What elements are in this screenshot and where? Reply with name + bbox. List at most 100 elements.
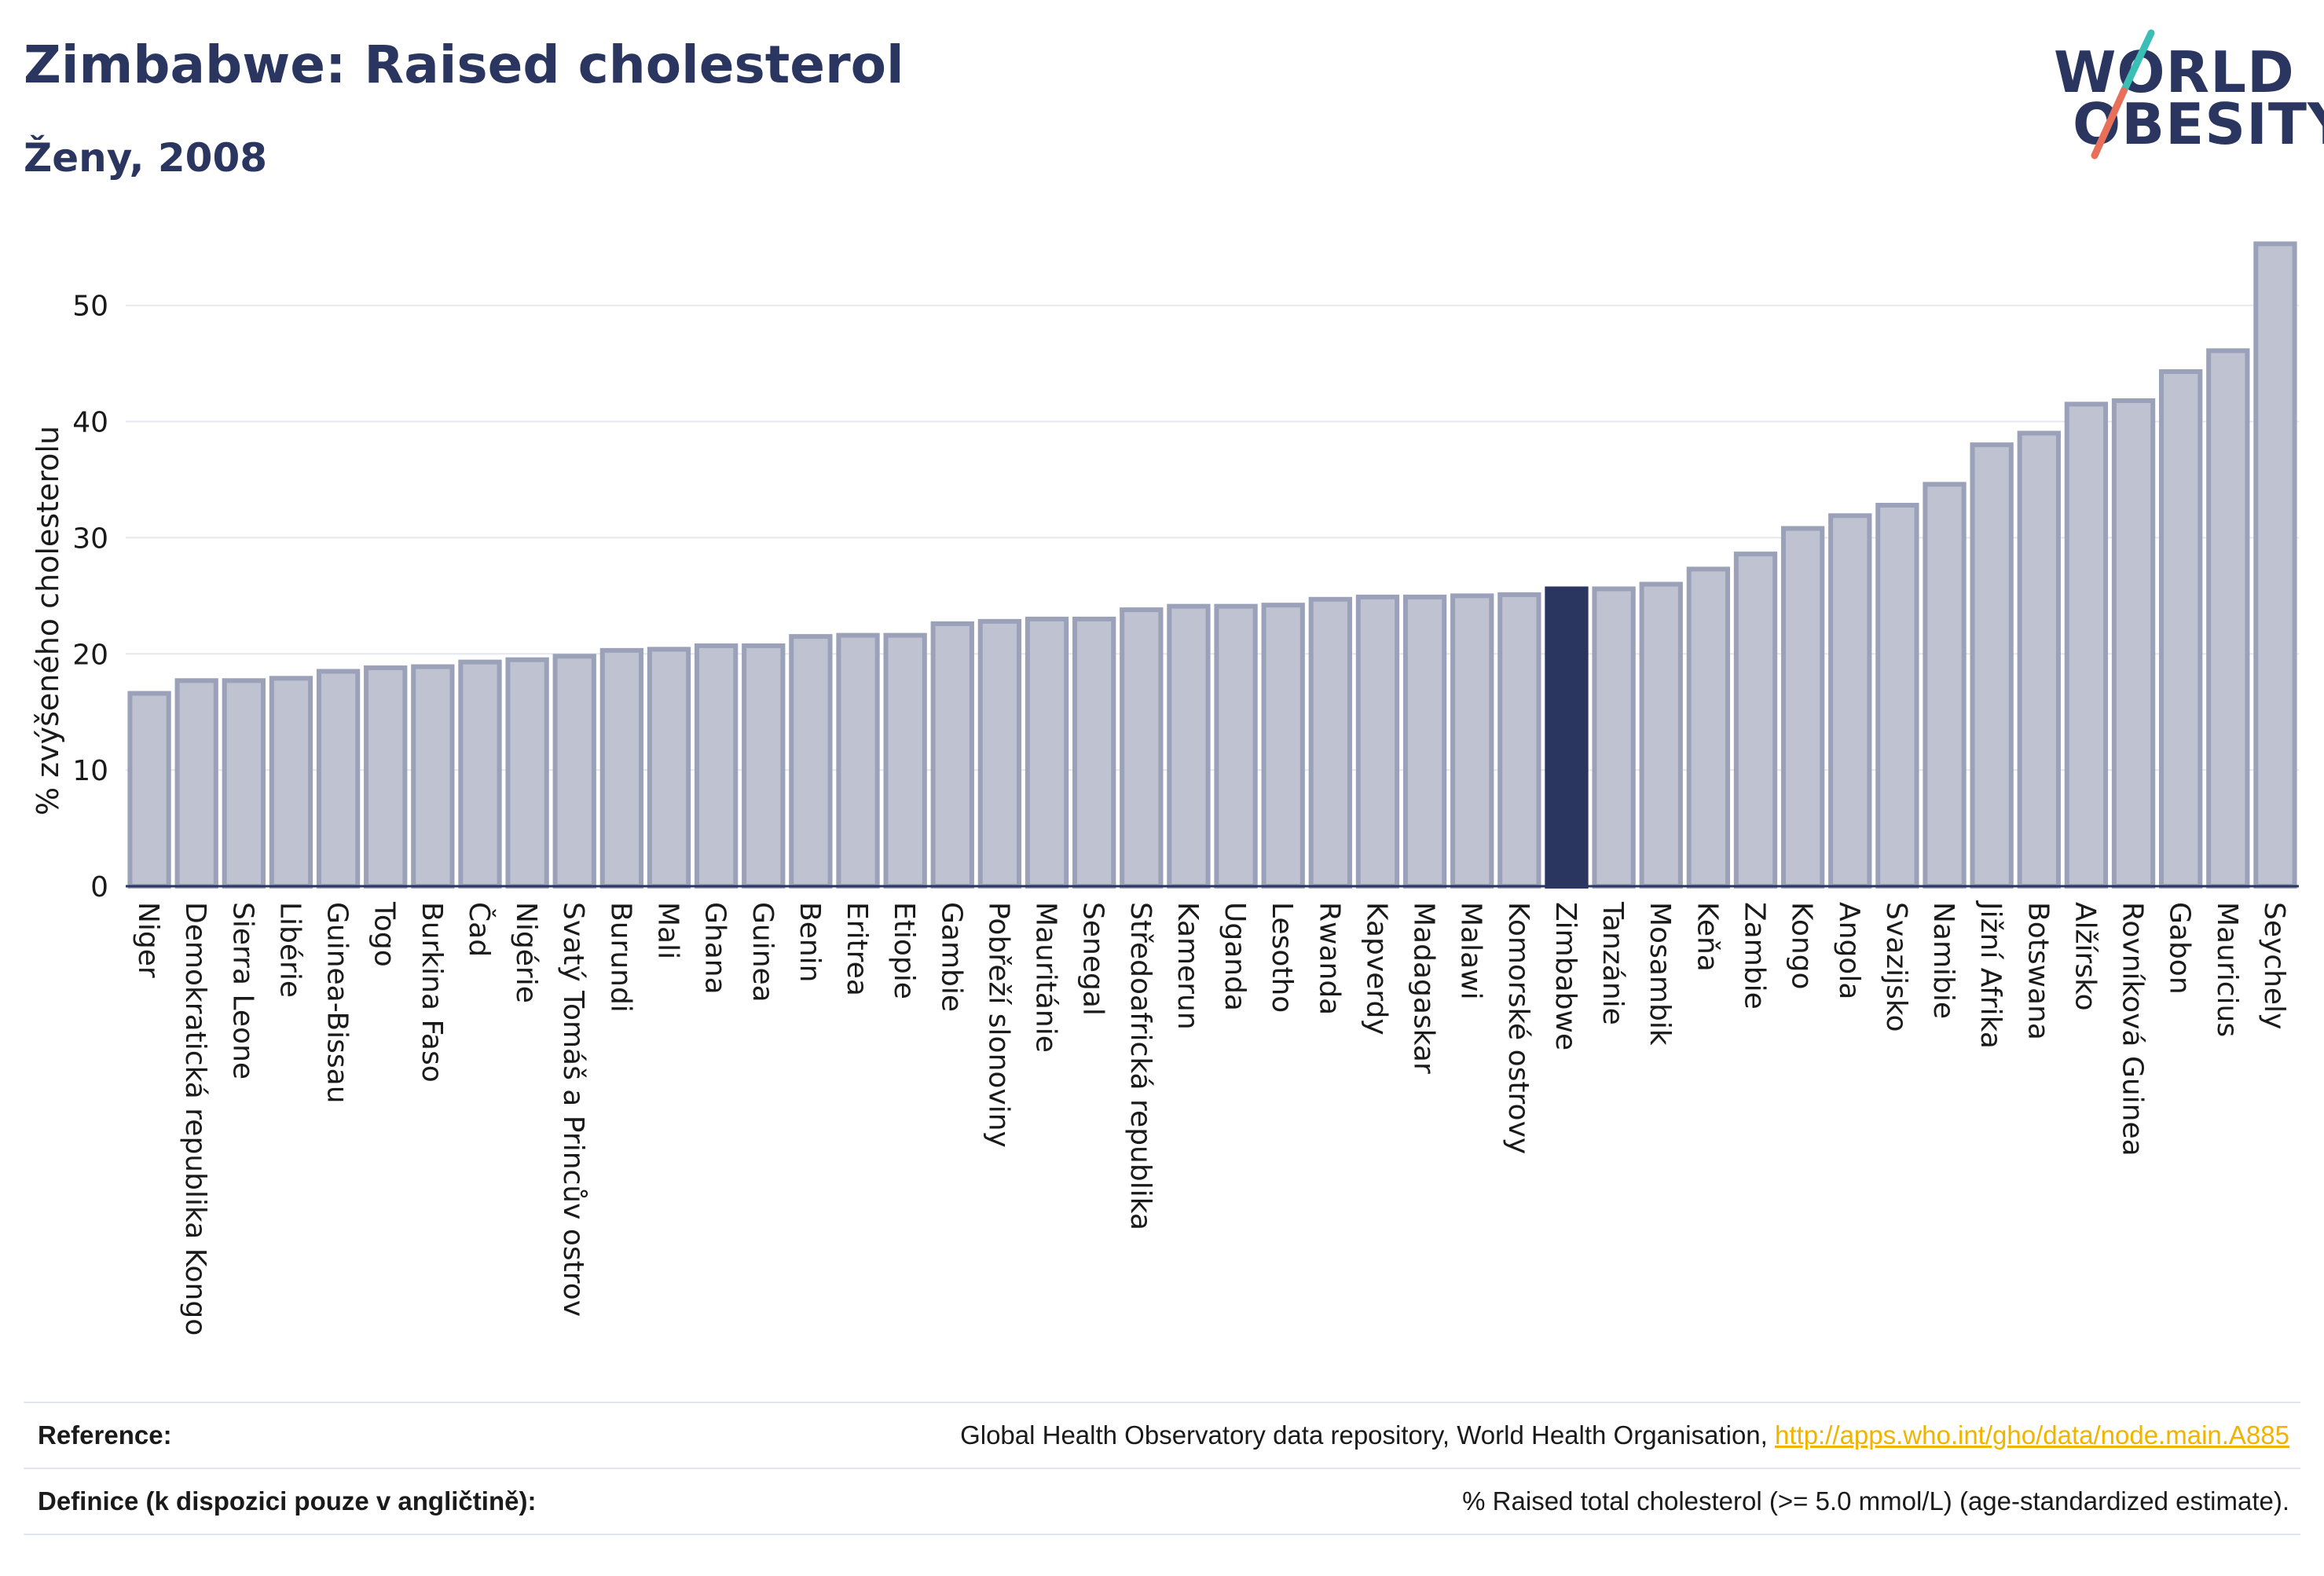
x-tick-label: Kamerun <box>1171 902 1204 1030</box>
x-tick-label: Guinea-Bissau <box>321 902 354 1104</box>
reference-link[interactable]: http://apps.who.int/gho/data/node.main.A… <box>1775 1420 2289 1450</box>
y-tick-label: 10 <box>72 755 108 787</box>
bar[interactable] <box>222 678 266 889</box>
bar[interactable] <box>742 643 786 889</box>
x-tick-label: Gabon <box>2164 902 2196 995</box>
bar[interactable] <box>1072 616 1116 889</box>
x-tick-label: Keňa <box>1691 902 1723 972</box>
bar[interactable] <box>789 634 833 889</box>
bar[interactable] <box>505 657 549 889</box>
world-obesity-logo[interactable]: WORLD OBESITY <box>2043 22 2324 171</box>
x-axis-labels: Niger Demokratická republika Kongo Sierra … <box>132 900 2290 1336</box>
bar[interactable] <box>127 691 171 889</box>
bar[interactable] <box>1923 482 1967 889</box>
x-tick-label: Gambie <box>935 902 967 1012</box>
footer-divider-middle <box>24 1468 2300 1469</box>
bar[interactable] <box>1828 513 1872 889</box>
x-tick-label: Guinea <box>746 902 779 1002</box>
bar[interactable] <box>1214 603 1258 889</box>
x-tick-label: Kongo <box>1786 902 1818 990</box>
chart-title: Zimbabwe: Raised cholesterol <box>24 35 904 95</box>
bar[interactable] <box>458 659 502 889</box>
bar[interactable] <box>1639 581 1683 889</box>
footer: Reference: Global Health Observatory dat… <box>24 1402 2300 1535</box>
x-tick-label: Tanzánie <box>1596 901 1629 1025</box>
x-tick-label: Demokratická republika Kongo <box>179 902 211 1336</box>
bar[interactable] <box>2111 398 2156 889</box>
bar[interactable] <box>174 678 218 889</box>
bar[interactable] <box>316 669 361 889</box>
bar[interactable] <box>883 632 927 889</box>
bar[interactable] <box>1733 552 1778 889</box>
x-tick-label: Svatý Tomáš a Princův ostrov <box>557 902 589 1317</box>
x-tick-label: Ghana <box>699 902 731 995</box>
x-tick-label: Pobřeží slonoviny <box>982 902 1014 1148</box>
x-tick-label: Malawi <box>1455 902 1487 1000</box>
y-axis-ticks: 0 10 20 30 40 50 <box>72 291 108 903</box>
x-tick-label: Svazijsko <box>1880 902 1912 1032</box>
bar[interactable] <box>269 676 313 889</box>
bar[interactable] <box>411 664 455 889</box>
y-tick-label: 20 <box>72 639 108 671</box>
bar[interactable] <box>1592 586 1636 889</box>
x-tick-label: Mosambik <box>1644 902 1676 1046</box>
logo-slash-icon <box>2091 29 2155 159</box>
x-tick-label: Rwanda <box>1313 902 1345 1015</box>
chart-subtitle: Ženy, 2008 <box>24 135 268 181</box>
bar[interactable] <box>1355 594 1400 889</box>
x-tick-label: Sierra Leone <box>226 902 258 1079</box>
x-tick-label: Komorské ostrovy <box>1502 902 1534 1154</box>
bar[interactable] <box>2064 401 2109 889</box>
x-tick-label: Lesotho <box>1266 902 1298 1013</box>
logo-text-world: WORLD <box>2054 39 2295 105</box>
bar[interactable] <box>2206 348 2250 889</box>
bar[interactable] <box>694 643 739 889</box>
x-tick-label: Togo <box>368 901 401 967</box>
bar[interactable] <box>599 647 644 889</box>
bar[interactable] <box>552 654 596 889</box>
footer-divider-top <box>24 1402 2300 1403</box>
x-tick-label: Niger <box>132 902 164 978</box>
bar[interactable] <box>930 621 974 889</box>
bar[interactable] <box>1970 442 2014 889</box>
bar[interactable] <box>1686 566 1731 889</box>
bar-chart: 0 10 20 30 40 50 Niger Demokratická republika … <box>31 241 2299 1336</box>
bar[interactable] <box>1780 526 1825 889</box>
bar[interactable] <box>364 665 408 889</box>
x-tick-label: Botswana <box>2022 902 2054 1040</box>
reference-row: Reference: Global Health Observatory dat… <box>24 1403 2300 1468</box>
y-tick-label: 0 <box>90 871 108 903</box>
x-tick-label: Mali <box>652 902 684 959</box>
x-tick-label: Seychely <box>2258 902 2290 1029</box>
bar[interactable] <box>1875 503 1919 889</box>
x-tick-label: Čad <box>463 902 496 957</box>
x-tick-label: Benin <box>794 902 826 982</box>
bar[interactable] <box>1497 592 1541 889</box>
bar[interactable] <box>977 618 1022 889</box>
footer-divider-bottom <box>24 1534 2300 1535</box>
bar[interactable] <box>1167 603 1211 889</box>
bar[interactable] <box>1120 607 1164 889</box>
bar[interactable] <box>1450 593 1494 889</box>
bar[interactable] <box>2159 368 2203 889</box>
bar[interactable] <box>1308 596 1352 889</box>
bar[interactable] <box>1025 616 1069 889</box>
bar[interactable] <box>1261 603 1305 889</box>
x-tick-label: Rovníková Guinea <box>2117 902 2149 1156</box>
x-tick-label: Burkina Faso <box>416 902 448 1083</box>
reference-label: Reference: <box>38 1420 172 1450</box>
bar[interactable] <box>2253 241 2297 889</box>
bar[interactable] <box>2017 431 2061 889</box>
x-tick-label: Senegal <box>1077 902 1109 1016</box>
bar[interactable] <box>647 647 691 889</box>
x-tick-label: Alžírsko <box>2069 902 2101 1011</box>
reference-value: Global Health Observatory data repositor… <box>960 1420 2300 1450</box>
bar[interactable] <box>1402 594 1447 889</box>
x-tick-label: Mauricius <box>2211 902 2243 1037</box>
x-tick-label: Namibie <box>1927 902 1959 1019</box>
x-tick-label: Nigérie <box>510 902 542 1003</box>
bar-highlighted[interactable] <box>1545 586 1589 889</box>
bar[interactable] <box>836 632 880 889</box>
x-tick-label: Madagaskar <box>1408 902 1440 1074</box>
definition-label: Definice (k dispozici pouze v angličtině… <box>38 1486 537 1516</box>
